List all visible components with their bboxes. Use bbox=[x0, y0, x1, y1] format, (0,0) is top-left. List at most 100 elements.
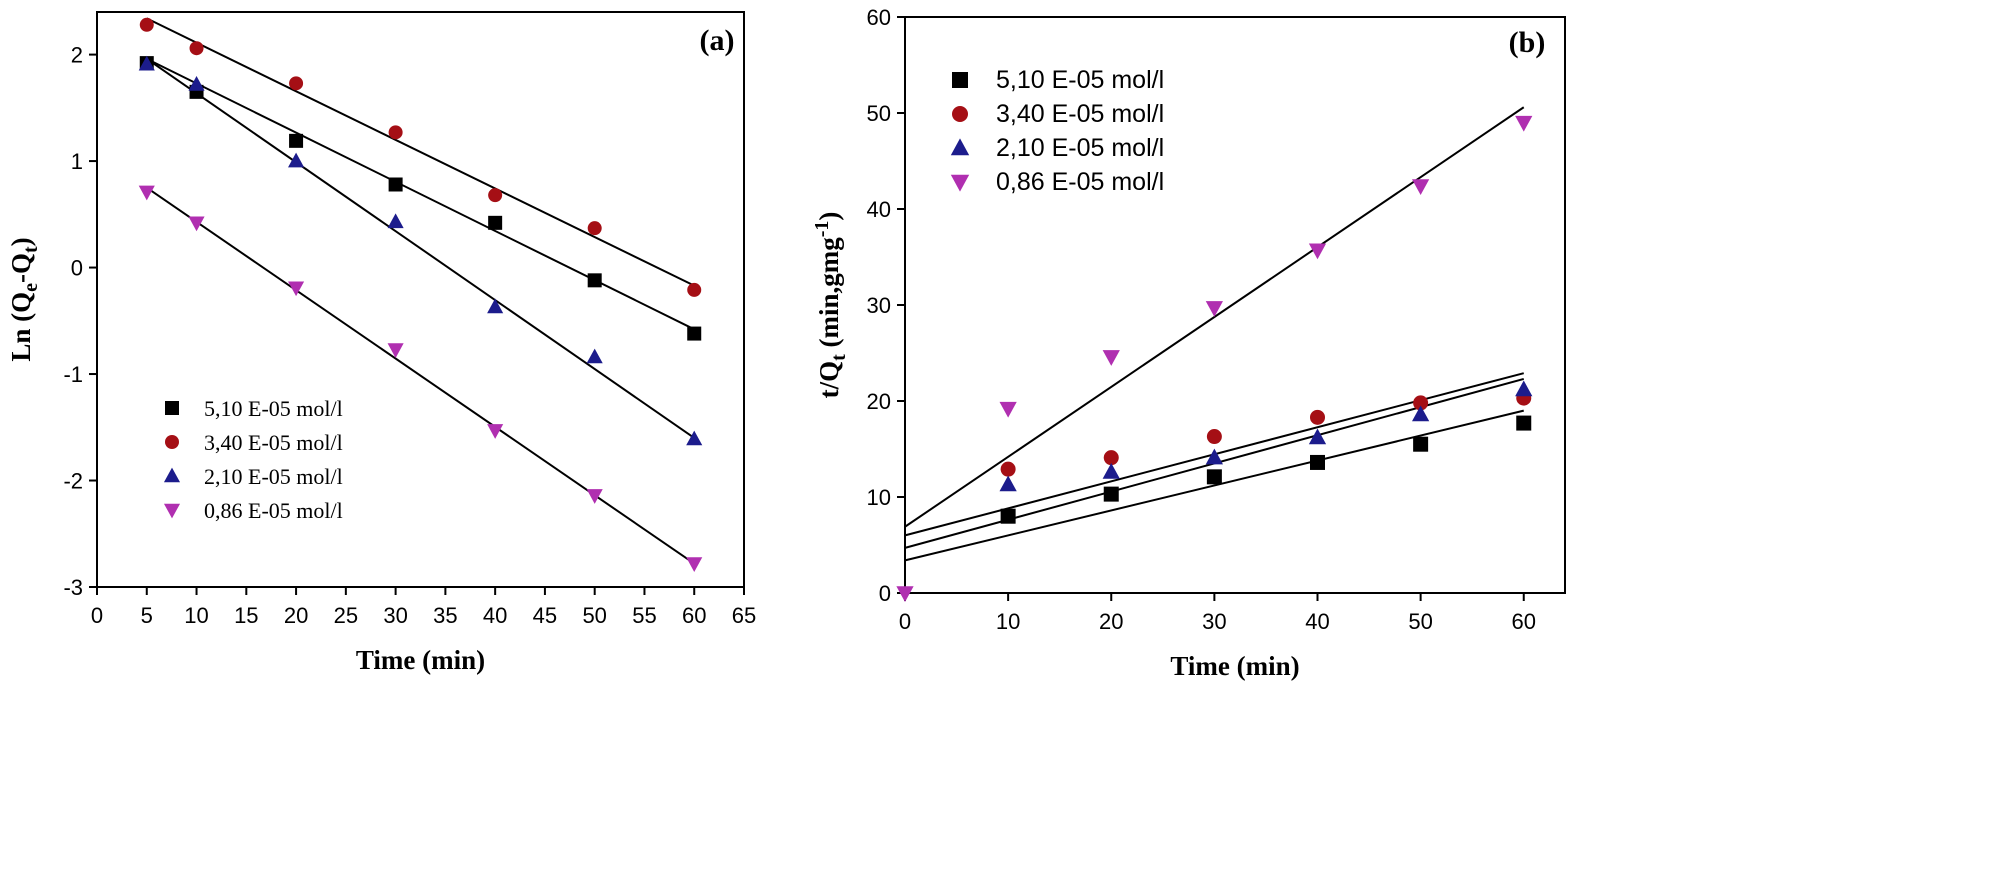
panel-b-legend-label-1: 5,10 E-05 mol/l bbox=[996, 66, 1164, 94]
panel-b-data-point-series-1 bbox=[1310, 454, 1325, 470]
panel-b-data-point-series-3 bbox=[1308, 428, 1327, 445]
panel-a-data-point-series-2 bbox=[289, 76, 304, 91]
panel-a-y-tick-label: 0 bbox=[71, 256, 83, 281]
panel-a-x-tick-label: 40 bbox=[483, 603, 507, 628]
panel-a-data-point-series-4 bbox=[487, 424, 504, 439]
panel-a-kinetic-plot: 0 5 10 15 20 25 30 35 40 45 50 55 60 65 -3 -2 -1 0 1 2 Time … bbox=[6, 11, 756, 675]
panel-a-y-axis-title: Ln (Qe-Qt) bbox=[6, 237, 42, 361]
panel-a-y-tick-label: -1 bbox=[63, 362, 83, 387]
panel-a-legend-label-1: 5,10 E-05 mol/l bbox=[204, 396, 343, 421]
panel-a-legend: 5,10 E-05 mol/l 3,40 E-05 mol/l 2,10 E-05 … bbox=[163, 396, 343, 523]
panel-a-data-point-series-4 bbox=[288, 281, 305, 297]
panel-a-x-tick-label: 45 bbox=[533, 603, 557, 628]
panel-b-data-point-series-2 bbox=[1000, 461, 1016, 477]
panel-b-data-point-series-2 bbox=[1206, 429, 1222, 445]
panel-a-data-point-series-3 bbox=[387, 213, 404, 229]
panel-a-y-axis-title-part: e bbox=[20, 283, 42, 292]
panel-b-y-tick-label: 50 bbox=[867, 101, 891, 126]
panel-b-data-point-series-4 bbox=[1102, 350, 1120, 366]
panel-a-plot-frame bbox=[96, 11, 745, 588]
panel-b-data-point-series-1 bbox=[1413, 436, 1429, 452]
panel-b-data-point-series-4 bbox=[896, 586, 914, 602]
panel-b-x-tick-label: 0 bbox=[899, 609, 911, 634]
panel-b-y-axis-title-part: (min,gmg bbox=[814, 237, 844, 354]
panel-b-fit-line-series-4 bbox=[904, 106, 1525, 528]
panel-a-y-tick-label: 2 bbox=[71, 43, 83, 68]
panel-a-data-point-series-4 bbox=[686, 557, 703, 572]
panel-a-data-point-series-2 bbox=[687, 282, 702, 297]
panel-b-data-point-series-1 bbox=[1206, 469, 1222, 485]
panel-a-x-tick-label: 60 bbox=[682, 603, 706, 628]
panel-b-y-axis-title-part: t/Q bbox=[814, 361, 844, 399]
panel-b-legend-label-4: 0,86 E-05 mol/l bbox=[996, 168, 1164, 196]
panel-b-x-tick-label: 50 bbox=[1408, 609, 1432, 634]
panel-b-legend-marker-3 bbox=[950, 138, 970, 156]
panel-a-data-point-series-4 bbox=[387, 343, 404, 358]
panel-a-y-axis-title-part: Ln (Q bbox=[6, 292, 36, 362]
panel-a-x-tick-label: 10 bbox=[184, 603, 208, 628]
panel-b-kinetic-plot: 0 10 20 30 40 50 60 0 10 20 30 40 50 60 Time (min) t/Qt… bbox=[811, 5, 1566, 681]
panel-a-data-point-series-3 bbox=[487, 298, 504, 314]
panel-b-y-tick-label: 40 bbox=[867, 197, 891, 222]
panel-a-x-tick-label: 35 bbox=[433, 603, 457, 628]
panel-a-x-axis-title: Time (min) bbox=[356, 645, 485, 675]
panel-a-fit-line-series-4 bbox=[146, 186, 695, 565]
panel-b-data-point-series-1 bbox=[1103, 486, 1119, 502]
panel-a-data-point-series-4 bbox=[188, 216, 205, 232]
panel-b-data-point-series-4 bbox=[1308, 243, 1327, 260]
panel-b-data-point-series-2 bbox=[1310, 409, 1325, 425]
panel-b-x-tick-label: 40 bbox=[1305, 609, 1329, 634]
panel-b-y-tick-label: 30 bbox=[867, 293, 891, 318]
panel-b-data-point-series-3 bbox=[1102, 463, 1120, 479]
panel-a-legend-label-4: 0,86 E-05 mol/l bbox=[204, 498, 343, 523]
panel-a-data-point-series-2 bbox=[587, 221, 602, 236]
panel-a-legend-marker-3 bbox=[163, 467, 181, 483]
panel-b-data-point-series-1 bbox=[1000, 508, 1016, 524]
panel-b-data-point-series-2 bbox=[1103, 450, 1119, 466]
panel-a-data-point-series-1 bbox=[289, 133, 304, 148]
panel-b-data-point-series-2 bbox=[1413, 395, 1429, 411]
panel-b-y-tick-label: 0 bbox=[879, 581, 891, 606]
panel-b-legend-marker-1 bbox=[952, 72, 968, 88]
panel-b-data-point-series-4 bbox=[999, 401, 1017, 418]
panel-a-x-tick-label: 30 bbox=[383, 603, 407, 628]
panel-a-y-tick-label: 1 bbox=[71, 149, 83, 174]
panel-a-data-point-series-3 bbox=[686, 430, 703, 446]
panel-a-x-tick-label: 15 bbox=[234, 603, 258, 628]
panel-b-legend-label-3: 2,10 E-05 mol/l bbox=[996, 134, 1164, 162]
panel-b-y-tick-label: 60 bbox=[867, 5, 891, 30]
panel-a-legend-label-2: 3,40 E-05 mol/l bbox=[204, 430, 343, 455]
panel-b-data-point-series-4 bbox=[1515, 115, 1533, 132]
panel-a-data-point-series-1 bbox=[687, 326, 702, 341]
panel-b-x-tick-label: 10 bbox=[996, 609, 1020, 634]
panel-a-legend-label-3: 2,10 E-05 mol/l bbox=[204, 464, 343, 489]
panel-a-data-point-series-2 bbox=[488, 188, 503, 203]
panel-b-legend-label-2: 3,40 E-05 mol/l bbox=[996, 100, 1164, 128]
panel-b-data-point-series-3 bbox=[1515, 380, 1533, 397]
panel-b-y-axis-title-part: ) bbox=[814, 212, 844, 221]
panel-b-data-point-series-1 bbox=[1516, 415, 1532, 431]
panel-b-legend-marker-4 bbox=[950, 174, 970, 192]
panel-b-x-tick-label: 20 bbox=[1099, 609, 1123, 634]
panel-b-data-point-series-3 bbox=[1205, 448, 1223, 465]
panel-a-legend-marker-2 bbox=[165, 435, 179, 449]
panel-a-y-axis-title-part: -Q bbox=[6, 253, 36, 283]
panel-a-x-tick-label: 50 bbox=[582, 603, 606, 628]
panel-a-y-axis-title-part: ) bbox=[6, 237, 36, 246]
panel-a-data-point-series-4 bbox=[586, 489, 603, 504]
panel-a-data-point-series-2 bbox=[139, 17, 154, 32]
panel-a-y-axis-title-part: t bbox=[20, 246, 42, 253]
panel-b-x-tick-label: 30 bbox=[1202, 609, 1226, 634]
panel-b-panel-label: (b) bbox=[1509, 26, 1546, 59]
panel-a-x-tick-label: 20 bbox=[284, 603, 308, 628]
panel-a-data-point-series-3 bbox=[188, 76, 205, 91]
panel-a-x-tick-label: 25 bbox=[334, 603, 358, 628]
panel-b-y-tick-label: 10 bbox=[867, 485, 891, 510]
panel-a-data-point-series-3 bbox=[138, 55, 155, 71]
panel-a-y-tick-label: -2 bbox=[63, 469, 83, 494]
panel-b-legend: 5,10 E-05 mol/l 3,40 E-05 mol/l 2,10 E-05 … bbox=[950, 66, 1164, 196]
panel-a-data-point-series-4 bbox=[138, 185, 155, 201]
panel-a-data-point-series-1 bbox=[488, 215, 503, 230]
panel-b-y-axis-title-part: t bbox=[828, 354, 850, 361]
